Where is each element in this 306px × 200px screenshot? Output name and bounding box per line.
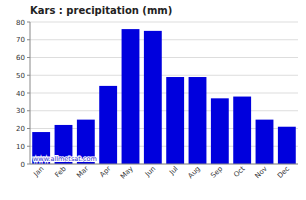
bar [211, 98, 229, 164]
chart-container: 0 10 20 30 40 50 60 70 80 Jan Feb Mar Apr May Jun Jul Au… [0, 0, 306, 200]
y-tick-label: 10 [16, 143, 25, 151]
grid-line [30, 39, 298, 40]
grid-line [30, 57, 298, 58]
grid-line [30, 110, 298, 111]
x-tick-label: May [119, 165, 135, 181]
x-tick-label: Dec [276, 165, 291, 180]
y-tick-label: 50 [16, 72, 25, 80]
y-tick-label: 0 [21, 161, 25, 169]
x-tick-label: Aug [187, 165, 202, 180]
y-tick-label: 70 [16, 36, 25, 44]
x-tick-label: Nov [254, 165, 269, 180]
bar [256, 120, 274, 164]
x-tick-label: Jan [32, 165, 46, 179]
grid-line [30, 22, 298, 23]
y-tick-label: 80 [16, 19, 25, 27]
bars [32, 29, 296, 164]
y-tick-label: 20 [16, 125, 25, 133]
grid-line [30, 93, 298, 94]
y-tick-label: 30 [16, 107, 25, 115]
bar [278, 127, 296, 164]
x-tick-label: Sep [209, 164, 224, 179]
grid-line [30, 164, 298, 165]
bar [233, 97, 251, 164]
x-axis: Jan Feb Mar Apr May Jun Jul Aug Sep Oct Nov Dec [32, 164, 292, 180]
title: Kars : precipitation (mm) [30, 5, 172, 16]
chart-svg: 0 10 20 30 40 50 60 70 80 Jan Feb Mar Apr May Jun Jul Au… [0, 0, 306, 200]
bar [122, 29, 140, 164]
bar [99, 86, 117, 164]
x-tick-label: Jul [167, 165, 179, 177]
bar [166, 77, 184, 164]
y-axis: 0 10 20 30 40 50 60 70 80 [16, 19, 298, 169]
x-tick-label: Feb [53, 164, 68, 179]
y-tick-label: 40 [16, 90, 25, 98]
bar [189, 77, 207, 164]
x-axis-line [30, 164, 298, 165]
annotation: www.allmetsat.com [33, 155, 97, 163]
x-tick-label: Apr [98, 165, 112, 179]
y-tick-label: 60 [16, 54, 25, 62]
x-tick-label: Jun [143, 165, 157, 179]
grid-line [30, 75, 298, 76]
x-tick-label: Oct [232, 165, 246, 179]
x-tick-label: Mar [75, 165, 90, 180]
y-axis-line [30, 22, 31, 164]
bar [144, 31, 162, 164]
